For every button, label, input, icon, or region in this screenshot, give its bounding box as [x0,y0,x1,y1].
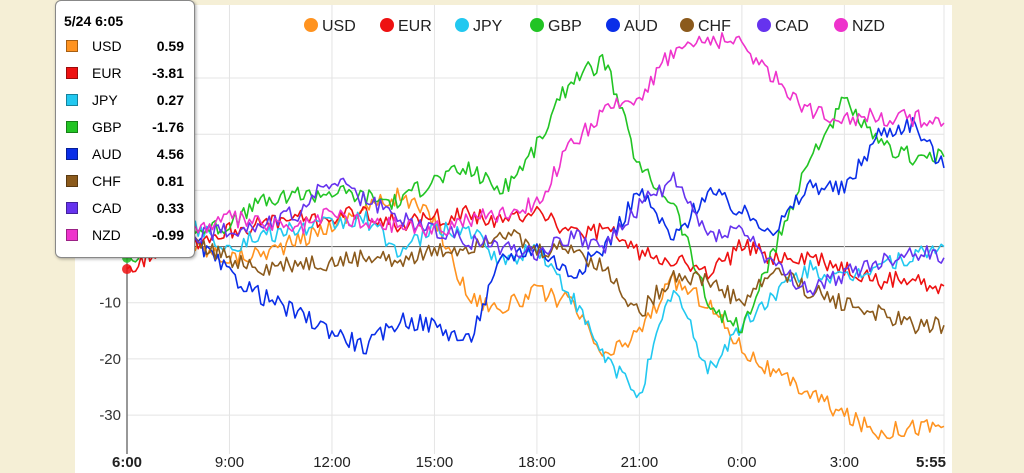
tooltip-row-usd: USD 0.59 [64,37,194,57]
tooltip-swatch-jpy [66,94,78,106]
legend-marker-chf [680,18,694,32]
tooltip-swatch-eur [66,67,78,79]
series-line-chf [126,229,945,335]
legend-label-gbp: GBP [548,18,582,35]
x-tick-label: 18:00 [518,454,556,471]
tooltip-value-eur: -3.81 [152,65,184,81]
series-start-marker-eur [122,264,132,275]
chart: 3020100-10-20-306:009:0012:0015:0018:002… [99,5,946,471]
legend-marker-jpy [455,18,469,32]
axes: 3020100-10-20-306:009:0012:0015:0018:002… [99,70,946,471]
tooltip-name-jpy: JPY [92,92,118,108]
legend-marker-nzd [834,18,848,32]
chart-panel: 3020100-10-20-306:009:0012:0015:0018:002… [75,5,952,473]
legend-item-aud[interactable]: AUD [606,18,658,35]
legend-label-aud: AUD [624,18,658,35]
x-tick-label: 12:00 [313,454,351,471]
legend-label-usd: USD [322,18,356,35]
tooltip-value-usd: 0.59 [156,38,184,54]
tooltip-row-chf: CHF 0.81 [64,172,194,192]
legend-label-cad: CAD [775,18,809,35]
tooltip-name-eur: EUR [92,65,122,81]
tooltip-name-aud: AUD [92,146,122,162]
series-line-eur [126,205,945,295]
grid [126,5,945,454]
tooltip-swatch-aud [66,148,78,160]
legend-label-eur: EUR [398,18,432,35]
legend-label-chf: CHF [698,18,731,35]
x-tick-label: 5:55 [916,454,946,471]
legend-item-chf[interactable]: CHF [680,18,731,35]
legend-label-jpy: JPY [473,18,503,35]
tooltip-row-nzd: NZD -0.99 [64,226,194,246]
legend-item-cad[interactable]: CAD [757,18,809,35]
tooltip-swatch-usd [66,40,78,52]
y-tick-label: -20 [99,351,121,368]
series-lines [122,32,945,441]
legend-item-jpy[interactable]: JPY [455,18,503,35]
tooltip-name-nzd: NZD [92,227,121,243]
tooltip-value-aud: 4.56 [156,146,184,162]
tooltip-row-cad: CAD 0.33 [64,199,194,219]
tooltip-value-jpy: 0.27 [156,92,184,108]
tooltip-value-gbp: -1.76 [152,119,184,135]
tooltip-swatch-cad [66,202,78,214]
legend-label-nzd: NZD [852,18,885,35]
tooltip-name-cad: CAD [92,200,122,216]
series-line-nzd [126,32,945,254]
legend-marker-usd [304,18,318,32]
x-tick-label: 21:00 [621,454,659,471]
legend-marker-eur [380,18,394,32]
legend[interactable]: USD EUR JPY GBP AUD CHF CAD NZD [304,18,885,35]
legend-item-usd[interactable]: USD [304,18,356,35]
tooltip-time: 5/24 6:05 [64,13,124,29]
x-tick-label: 15:00 [416,454,454,471]
legend-marker-gbp [530,18,544,32]
series-line-usd [126,187,945,441]
x-tick-label: 3:00 [830,454,859,471]
series-line-aud [126,117,945,355]
tooltip-row-eur: EUR -3.81 [64,64,194,84]
tooltip-value-nzd: -0.99 [152,227,184,243]
x-tick-label: 9:00 [215,454,244,471]
legend-marker-cad [757,18,771,32]
tooltip-row-gbp: GBP -1.76 [64,118,194,138]
x-tick-label: 6:00 [112,454,142,471]
legend-item-eur[interactable]: EUR [380,18,432,35]
tooltip: 5/24 6:05 USD 0.59 EUR -3.81 JPY 0.27 GB… [55,0,195,258]
legend-marker-aud [606,18,620,32]
series-line-jpy [126,210,945,399]
tooltip-value-cad: 0.33 [156,200,184,216]
tooltip-name-usd: USD [92,38,122,54]
tooltip-value-chf: 0.81 [156,173,184,189]
y-tick-label: -30 [99,407,121,424]
tooltip-swatch-nzd [66,229,78,241]
series-line-cad [126,171,945,296]
tooltip-swatch-gbp [66,121,78,133]
x-tick-label: 0:00 [727,454,756,471]
tooltip-name-gbp: GBP [92,119,122,135]
legend-item-gbp[interactable]: GBP [530,18,582,35]
legend-item-nzd[interactable]: NZD [834,18,885,35]
series-line-gbp [126,53,945,334]
tooltip-name-chf: CHF [92,173,121,189]
tooltip-row-aud: AUD 4.56 [64,145,194,165]
tooltip-row-jpy: JPY 0.27 [64,91,194,111]
y-tick-label: -10 [99,295,121,312]
tooltip-swatch-chf [66,175,78,187]
